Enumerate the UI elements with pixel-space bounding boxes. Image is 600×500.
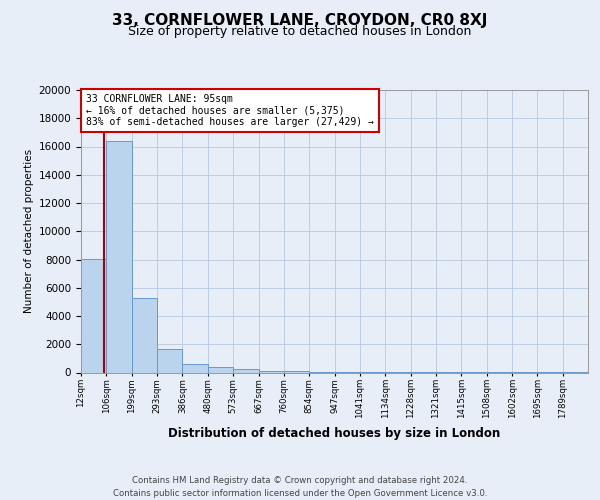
- Bar: [259, 370, 284, 372]
- Text: 33, CORNFLOWER LANE, CROYDON, CR0 8XJ: 33, CORNFLOWER LANE, CROYDON, CR0 8XJ: [112, 12, 488, 28]
- Bar: [106, 141, 132, 372]
- Bar: [208, 367, 233, 372]
- Bar: [157, 349, 182, 372]
- Text: 33 CORNFLOWER LANE: 95sqm
← 16% of detached houses are smaller (5,375)
83% of se: 33 CORNFLOWER LANE: 95sqm ← 16% of detac…: [86, 94, 374, 128]
- Bar: [233, 370, 259, 372]
- Text: Contains HM Land Registry data © Crown copyright and database right 2024.: Contains HM Land Registry data © Crown c…: [132, 476, 468, 485]
- X-axis label: Distribution of detached houses by size in London: Distribution of detached houses by size …: [169, 427, 500, 440]
- Text: Contains public sector information licensed under the Open Government Licence v3: Contains public sector information licen…: [113, 489, 487, 498]
- Bar: [182, 364, 208, 372]
- Bar: [132, 298, 157, 372]
- Y-axis label: Number of detached properties: Number of detached properties: [25, 149, 34, 314]
- Text: Size of property relative to detached houses in London: Size of property relative to detached ho…: [128, 25, 472, 38]
- Bar: [81, 259, 106, 372]
